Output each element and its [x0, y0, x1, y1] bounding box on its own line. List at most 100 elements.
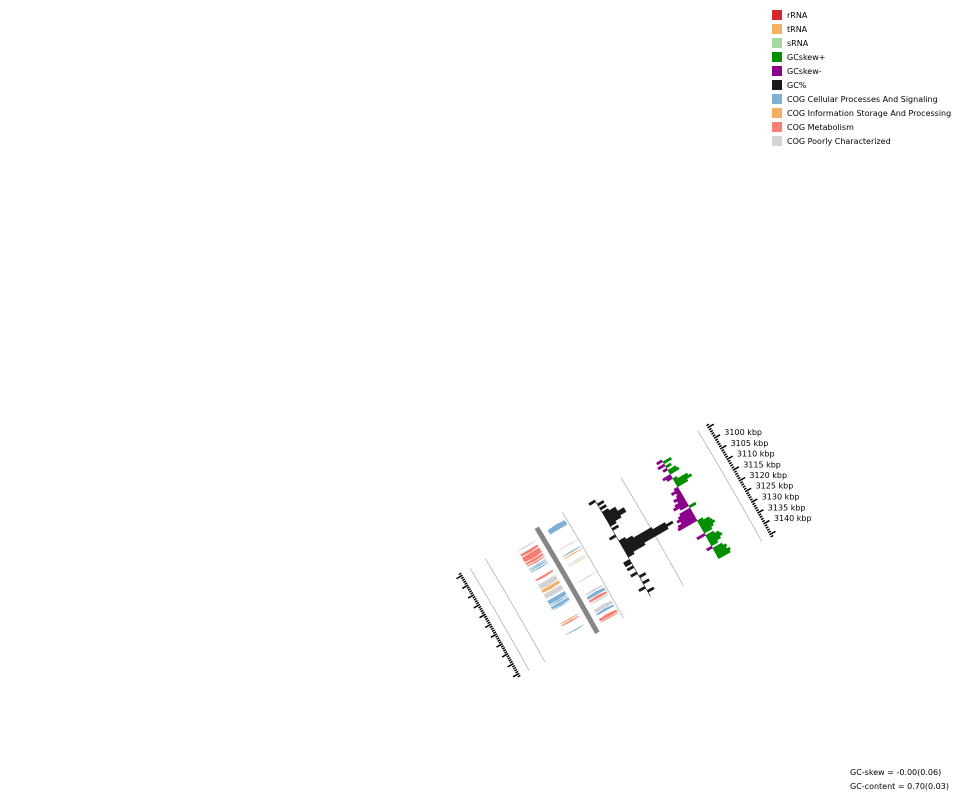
inner-tick: [512, 672, 520, 678]
legend-label: GCskew-: [787, 66, 822, 76]
inner-tick: [470, 592, 474, 595]
outer-tick: [739, 481, 744, 484]
inner-tick: [500, 645, 505, 648]
inner-tick: [463, 580, 467, 584]
gc-content-bar: [600, 509, 603, 513]
gc-content-bar: [643, 584, 645, 587]
gene-feature: [578, 572, 596, 583]
outer-tick: [732, 466, 740, 471]
genome-backbone: [534, 526, 600, 634]
gene-feature: [600, 612, 619, 623]
gc-skew-positive-bar: [701, 522, 714, 532]
outer-tick: [763, 519, 770, 525]
inner-tick: [489, 625, 493, 629]
legend-label: COG Information Storage And Processing: [787, 108, 952, 118]
inner-tick: [458, 572, 462, 576]
scale-label: 3135 kbp: [768, 503, 806, 512]
inner-tick: [514, 668, 518, 672]
inner-tick: [475, 601, 480, 605]
gene-feature: [566, 624, 584, 635]
gc-content-bar: [642, 578, 650, 585]
legend-swatch: [772, 80, 782, 90]
outer-tick: [761, 519, 766, 523]
gene-feature: [525, 553, 544, 566]
gc-skew-positive-bar: [664, 462, 673, 469]
gc-content-bar: [633, 567, 636, 570]
legend-swatch: [772, 66, 782, 76]
cog-feature-track: [517, 520, 619, 635]
gc-skew-positive-bar: [713, 543, 728, 553]
gc-skew-negative-bar: [665, 476, 674, 482]
outer-tick: [752, 502, 756, 506]
outer-tick: [741, 483, 745, 486]
gene-feature: [520, 544, 539, 557]
outer-tick: [765, 526, 769, 529]
inner-tick: [496, 637, 500, 640]
legend-swatch: [772, 24, 782, 34]
gc-content-bar: [625, 542, 646, 556]
gc-skew-positive-bar: [708, 535, 722, 545]
outer-tick: [716, 440, 720, 444]
inner-tick: [498, 641, 502, 644]
gene-feature: [527, 556, 545, 568]
gc-content-stat: GC-content = 0.70(0.03): [850, 782, 949, 791]
outer-tick: [756, 509, 764, 514]
legend-swatch: [772, 10, 782, 20]
outer-tick: [718, 444, 722, 448]
gene-feature: [538, 574, 558, 590]
gc-content-bar: [588, 499, 597, 506]
outer-tick: [764, 524, 768, 527]
outer-tick: [742, 485, 746, 489]
gc-skew-positive-bar: [710, 539, 719, 547]
outer-tick: [737, 476, 741, 480]
outer-tick: [729, 463, 734, 467]
outer-tick: [750, 498, 758, 504]
inner-tick: [480, 609, 484, 613]
inner-tick: [504, 650, 508, 654]
gc-content-bar: [606, 509, 627, 523]
inner-tick: [511, 664, 516, 668]
scale-label: 3100 kbp: [724, 428, 762, 437]
gc-skew-negative-bar: [677, 518, 698, 532]
outer-tick: [747, 493, 751, 497]
gc-content-bar: [617, 538, 619, 541]
inner-tick: [484, 623, 492, 629]
outer-tick: [759, 515, 763, 519]
outer-tick: [713, 434, 721, 440]
gene-feature: [543, 584, 564, 599]
gc-skew-negative-bar: [673, 494, 685, 504]
gene-feature: [547, 520, 568, 535]
gc-content-bar: [598, 505, 600, 509]
inner-tick: [460, 576, 465, 580]
gc-content-bar: [624, 561, 633, 568]
legend-swatch: [772, 94, 782, 104]
inner-tick: [506, 654, 510, 658]
legend-swatch: [772, 108, 782, 118]
gc-content-bar: [626, 565, 635, 572]
gc-content-bar: [613, 532, 616, 535]
gc-content-bar: [599, 504, 608, 511]
inner-tick: [468, 590, 473, 593]
inner-tick: [497, 639, 501, 642]
gene-feature: [549, 595, 568, 607]
gc-skew-negative-bar: [662, 474, 672, 482]
gc-content-bar: [639, 577, 642, 581]
inner-tick: [508, 658, 512, 662]
gc-skew-negative-bar: [657, 463, 666, 471]
legend-swatch: [772, 122, 782, 132]
gene-feature: [522, 547, 542, 563]
legend-label: GCskew+: [787, 52, 826, 62]
outer-tick: [731, 466, 735, 469]
gc-content-bar: [608, 520, 617, 527]
inner-tick: [501, 647, 506, 650]
inner-tick: [467, 593, 475, 599]
scale-label: 3125 kbp: [756, 482, 794, 491]
gene-feature: [550, 597, 570, 610]
legend-swatch: [772, 38, 782, 48]
outer-tick: [717, 442, 721, 446]
gene-feature: [598, 609, 618, 622]
gc-content-bar: [637, 573, 640, 576]
gc-content-bar: [645, 588, 648, 591]
guide-ring: [562, 512, 624, 619]
gc-content-bar: [635, 569, 637, 572]
